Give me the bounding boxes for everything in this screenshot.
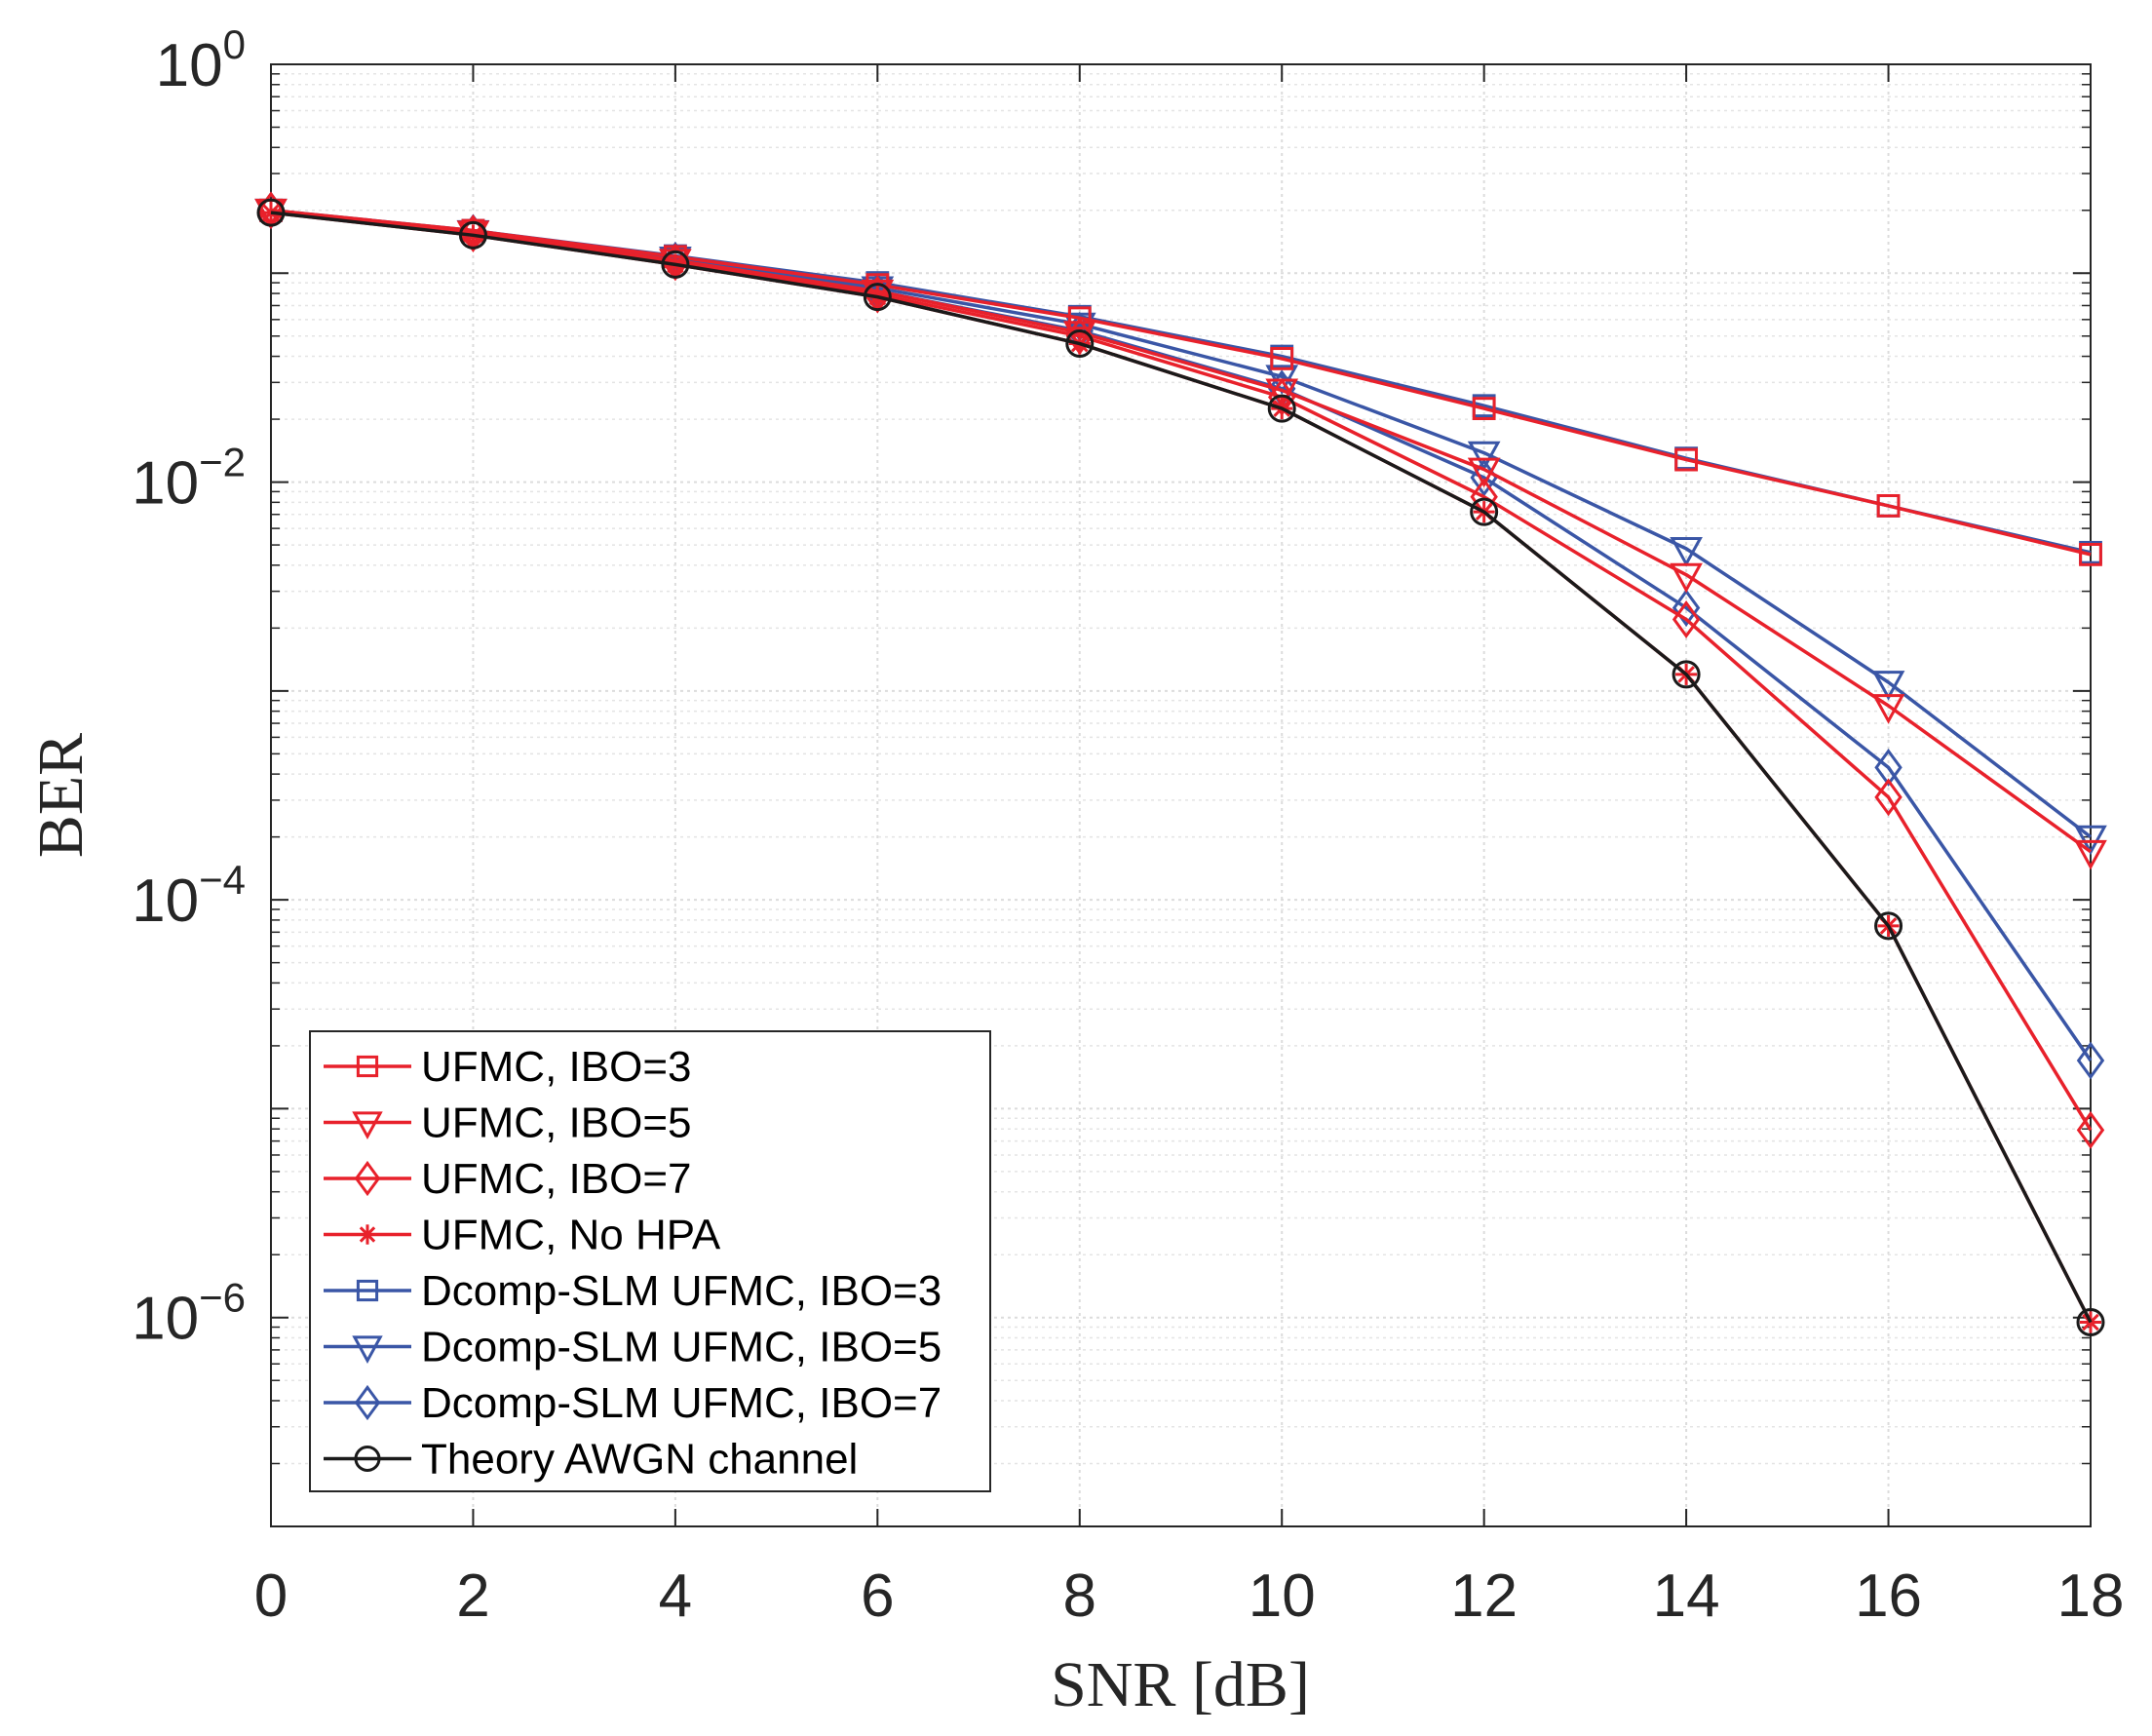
legend-entry: Theory AWGN channel — [324, 1436, 858, 1484]
diamond-marker — [1672, 600, 1701, 638]
legend-label: Dcomp-SLM UFMC, IBO=3 — [421, 1267, 942, 1315]
y-tick-label-base: 10 — [132, 450, 199, 518]
diamond-marker — [2076, 1110, 2105, 1149]
asterisk-stroke — [359, 1226, 376, 1243]
ticks — [270, 63, 2092, 1527]
square-marker — [356, 1279, 379, 1302]
y-tick-label-exponent: −4 — [199, 857, 246, 903]
legend: UFMC, IBO=3 UFMC, IBO=5 UFMC, IBO=7 UFMC, N… — [309, 1030, 991, 1492]
diamond-marker — [2076, 1041, 2105, 1080]
legend-box — [309, 1030, 991, 1492]
series — [254, 191, 2107, 1336]
y-tick-label-base: 10 — [156, 32, 223, 99]
x-tick-label: 18 — [2057, 1562, 2125, 1630]
circle-marker — [354, 1446, 381, 1472]
y-tick-label-base: 10 — [132, 1286, 199, 1353]
legend-entry: Dcomp-SLM UFMC, IBO=5 — [324, 1324, 942, 1371]
circle-marker — [458, 220, 487, 250]
diamond-marker — [354, 1160, 381, 1197]
asterisk-marker — [357, 1224, 378, 1245]
x-tick-label: 0 — [254, 1562, 288, 1630]
legend-label: UFMC, IBO=5 — [421, 1099, 692, 1147]
x-tick-label: 6 — [861, 1562, 894, 1630]
triangle-down-marker — [1871, 694, 1905, 724]
legend-label: UFMC, IBO=7 — [421, 1155, 692, 1203]
x-tick-label: 12 — [1450, 1562, 1518, 1630]
series-theory-awgn-channel — [256, 198, 2105, 1336]
triangle-down-marker — [352, 1335, 383, 1365]
x-tick-label: 4 — [659, 1562, 692, 1630]
triangle-down-marker — [1467, 441, 1501, 472]
series-line — [270, 209, 2093, 1132]
x-tick-label: 14 — [1653, 1562, 1720, 1630]
y-axis-title: BER — [25, 733, 96, 858]
triangle-down-marker — [2074, 839, 2107, 870]
series-line — [270, 211, 2093, 1324]
legend-entry: Dcomp-SLM UFMC, IBO=3 — [324, 1267, 942, 1315]
square-marker — [1674, 447, 1699, 472]
square-marker — [2079, 542, 2102, 566]
x-tick-label: 8 — [1063, 1562, 1096, 1630]
diamond-marker — [459, 214, 487, 252]
diamond-marker — [864, 275, 892, 314]
square-marker — [1270, 347, 1294, 370]
legend-label: Dcomp-SLM UFMC, IBO=5 — [421, 1324, 942, 1371]
circle-marker — [1672, 660, 1701, 689]
plot-frame — [270, 63, 2092, 1527]
y-tick-label: 10−4 — [132, 857, 246, 935]
legend-label: Dcomp-SLM UFMC, IBO=7 — [421, 1379, 942, 1427]
legend-label: UFMC, IBO=3 — [421, 1043, 692, 1091]
grid — [270, 63, 2092, 1527]
square-marker — [1472, 397, 1496, 421]
circle-marker — [2076, 1307, 2105, 1336]
x-tick-label: 16 — [1855, 1562, 1922, 1630]
legend-entry: UFMC, No HPA — [324, 1212, 721, 1259]
circle-marker — [1065, 329, 1095, 359]
series-line — [270, 209, 2092, 557]
legend-entry: UFMC, IBO=3 — [324, 1043, 692, 1091]
diamond-marker — [1874, 778, 1902, 817]
y-tick-label-exponent: −2 — [199, 440, 246, 485]
x-axis-title: SNR [dB] — [1051, 1649, 1310, 1720]
circle-marker — [256, 198, 286, 227]
y-tick-label: 100 — [156, 21, 246, 99]
legend-entry: UFMC, IBO=5 — [324, 1099, 692, 1147]
y-tick-label: 10−2 — [132, 440, 246, 518]
triangle-down-marker — [2074, 825, 2107, 856]
circle-marker — [863, 283, 892, 312]
legend-entry: Dcomp-SLM UFMC, IBO=7 — [324, 1379, 942, 1427]
y-tick-label-exponent: −6 — [199, 1275, 246, 1321]
circle-marker — [1874, 911, 1903, 941]
diamond-marker — [1874, 748, 1902, 787]
square-marker — [356, 1055, 379, 1078]
triangle-down-marker — [352, 1111, 383, 1140]
square-marker — [1067, 306, 1092, 330]
triangle-down-marker — [1670, 562, 1703, 594]
triangle-down-marker — [1670, 536, 1703, 567]
diamond-marker — [354, 1384, 381, 1421]
circle-marker — [1267, 394, 1296, 423]
circle-marker — [1470, 497, 1499, 526]
triangle-down-marker — [1467, 457, 1501, 488]
x-tick-labels: 0 2 4 6 8 10 12 14 16 18 — [254, 1562, 2125, 1630]
y-tick-label-exponent: 0 — [223, 21, 246, 67]
triangle-down-marker — [1871, 671, 1905, 701]
x-tick-label: 2 — [456, 1562, 489, 1630]
diamond-marker — [256, 191, 286, 230]
circle-marker — [661, 250, 690, 279]
y-tick-label-base: 10 — [132, 868, 199, 935]
y-tick-label: 10−6 — [132, 1275, 246, 1353]
x-tick-label: 10 — [1249, 1562, 1316, 1630]
legend-entry: UFMC, IBO=7 — [324, 1155, 692, 1203]
square-marker — [1876, 493, 1901, 518]
legend-label: UFMC, No HPA — [421, 1212, 721, 1259]
legend-label: Theory AWGN channel — [421, 1436, 858, 1484]
diamond-marker — [1672, 589, 1701, 628]
